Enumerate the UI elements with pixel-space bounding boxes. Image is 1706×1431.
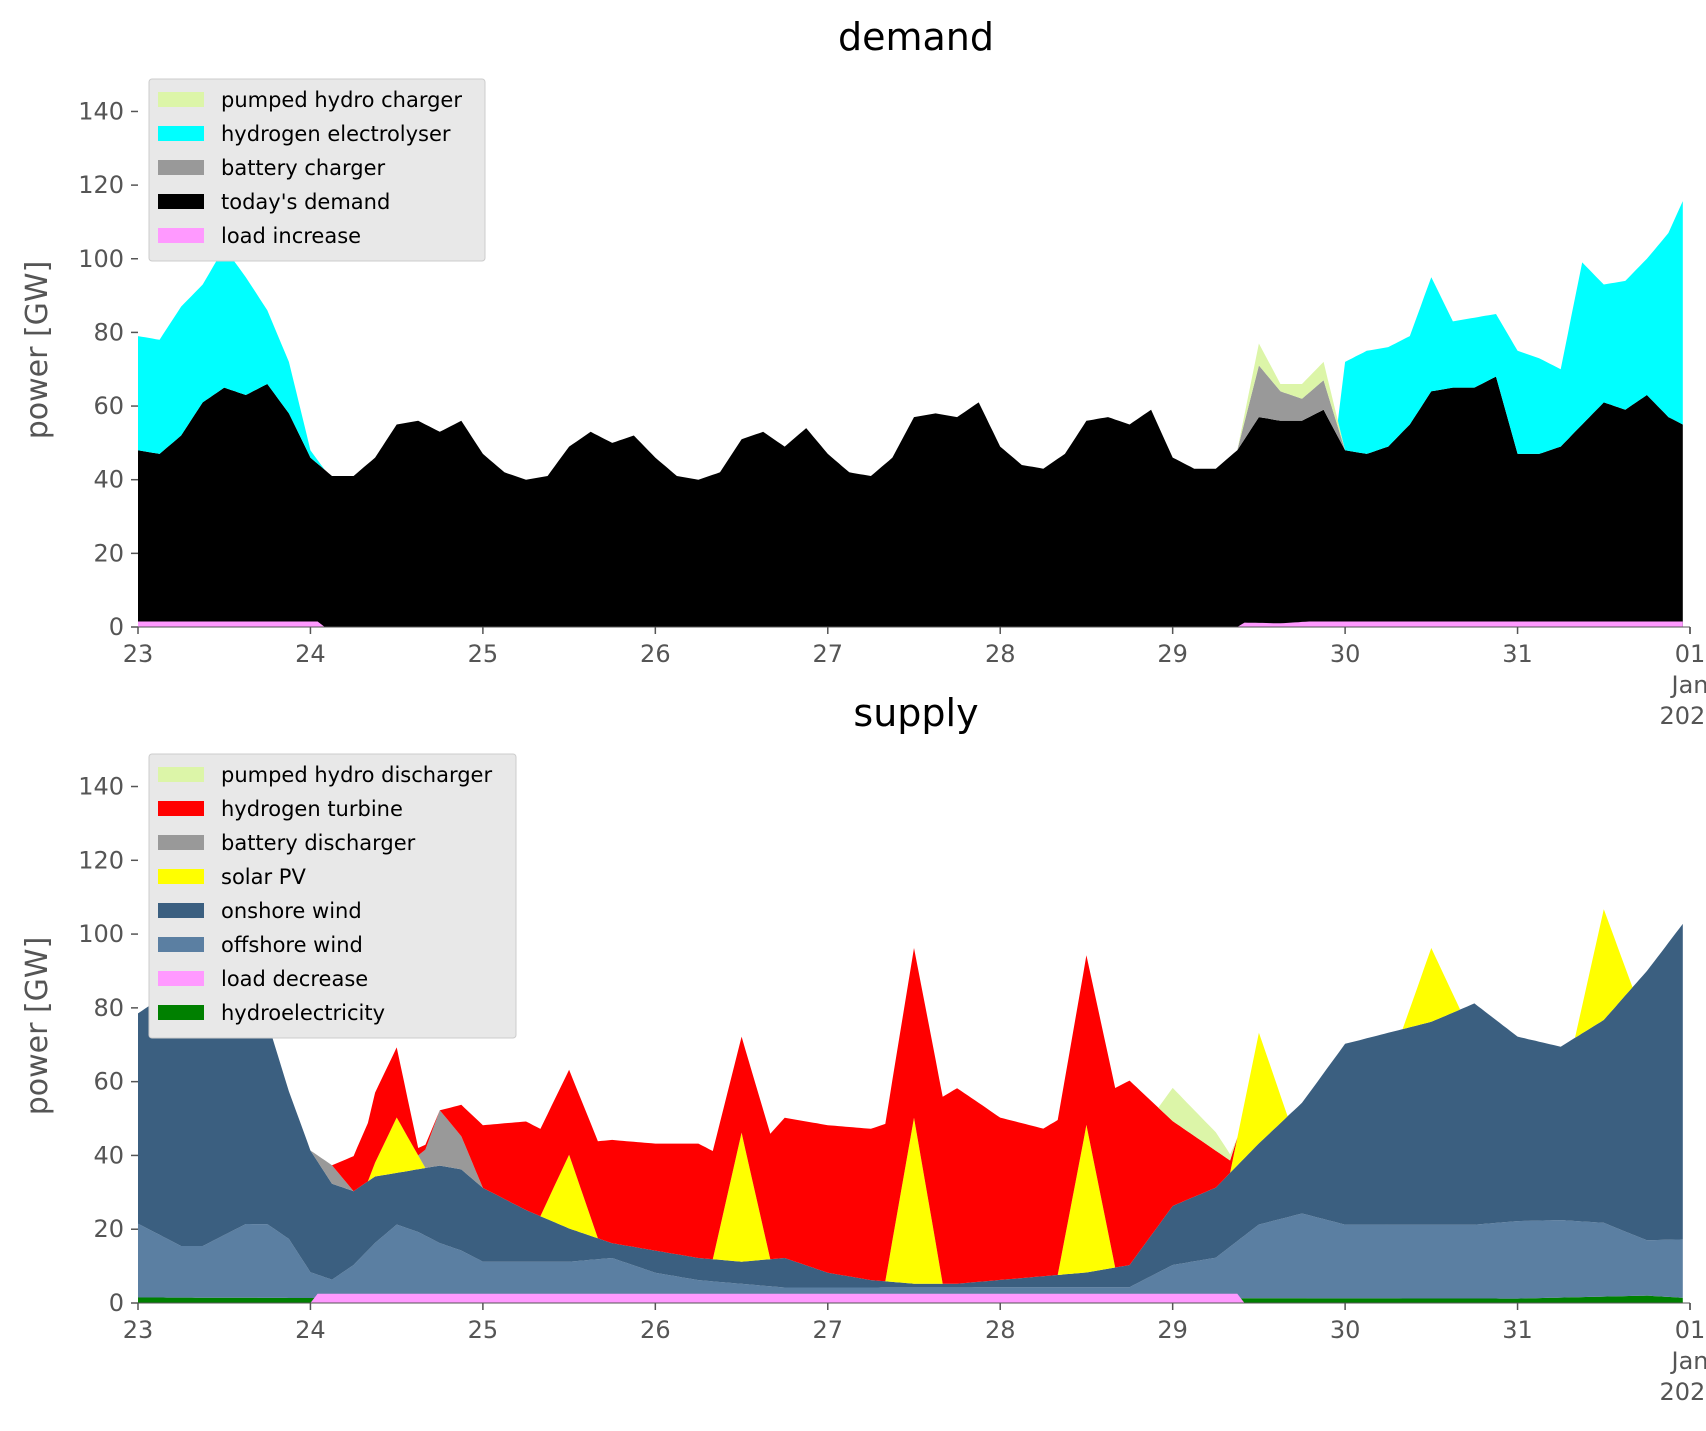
demand-legend: pumped hydro charger hydrogen electrolyse… — [148, 78, 486, 262]
legend-label-battery-charger: battery charger — [221, 156, 386, 180]
x-tick-label: 25 — [468, 640, 499, 668]
supply-y-axis-label: power [GW] — [20, 937, 55, 1116]
y-tick-label: 60 — [93, 1068, 124, 1096]
legend-label-today-s-demand: today's demand — [221, 190, 390, 214]
legend-label-hydrogen-turbine: hydrogen turbine — [221, 797, 403, 821]
area-onshore-wind — [138, 923, 1683, 1288]
demand-chart-title: demand — [838, 15, 994, 59]
legend-swatch-solar-pv — [158, 869, 204, 884]
legend-swatch-load-decrease — [158, 971, 204, 986]
x-tick-label: 2025 — [1659, 702, 1706, 730]
demand-stacked-areas — [138, 201, 1683, 627]
supply-axes: 0 20 40 60 80 100 120 140 23 24 25 26 27 28 29 30 31 01 Ja… — [78, 773, 1706, 1406]
x-tick-label: Jan — [1670, 671, 1706, 699]
area-load-increase — [138, 621, 1683, 627]
y-tick-label: 140 — [78, 773, 124, 801]
demand-panel: demand power [GW] 0 20 40 60 80 100 120 140 23 24… — [20, 15, 1706, 730]
legend-swatch-hydrogen-electrolyser — [158, 126, 204, 141]
area-hydrogen-turbine — [138, 909, 1683, 1284]
y-tick-label: 40 — [93, 466, 124, 494]
legend-label-hydroelectricity: hydroelectricity — [221, 1001, 385, 1025]
y-tick-label: 120 — [78, 846, 124, 874]
legend-swatch-pumped-hydro-charger — [158, 92, 204, 107]
x-tick-label: 01 — [1675, 640, 1706, 668]
area-load-decrease — [138, 1293, 1683, 1303]
legend-box — [148, 753, 517, 1039]
x-tick-label: 24 — [295, 1316, 326, 1344]
legend-label-onshore-wind: onshore wind — [221, 899, 362, 923]
y-tick-label: 0 — [109, 1289, 124, 1317]
y-tick-label: 80 — [93, 318, 124, 346]
x-tick-label: 26 — [640, 1316, 671, 1344]
x-tick-label: 24 — [295, 640, 326, 668]
area-solar-pv — [138, 909, 1683, 1284]
legend-label-solar-pv: solar PV — [221, 865, 306, 889]
legend-swatch-battery-discharger — [158, 835, 204, 850]
supply-chart-title: supply — [853, 691, 978, 735]
area-offshore-wind — [138, 1213, 1683, 1299]
x-tick-label: 01 — [1675, 1316, 1706, 1344]
x-tick-label: 25 — [468, 1316, 499, 1344]
legend-swatch-today-s-demand — [158, 194, 204, 209]
legend-swatch-hydrogen-turbine — [158, 801, 204, 816]
x-tick-label: 28 — [985, 1316, 1016, 1344]
y-tick-label: 100 — [78, 920, 124, 948]
legend-swatch-battery-charger — [158, 160, 204, 175]
x-tick-label: 26 — [640, 640, 671, 668]
legend-swatch-offshore-wind — [158, 937, 204, 952]
y-tick-label: 100 — [78, 245, 124, 273]
x-tick-label: 28 — [985, 640, 1016, 668]
x-tick-label: 30 — [1330, 1316, 1361, 1344]
x-tick-label: 29 — [1157, 640, 1188, 668]
legend-swatch-hydroelectricity — [158, 1005, 204, 1020]
x-tick-label: 31 — [1502, 1316, 1533, 1344]
y-tick-label: 140 — [78, 97, 124, 125]
x-tick-label: 29 — [1157, 1316, 1188, 1344]
legend-label-offshore-wind: offshore wind — [221, 933, 363, 957]
supply-panel: supply power [GW] 0 20 40 60 80 100 120 140 23 24… — [20, 691, 1706, 1406]
y-tick-label: 0 — [109, 613, 124, 641]
legend-label-load-decrease: load decrease — [221, 967, 368, 991]
x-tick-label: 23 — [123, 640, 154, 668]
y-tick-label: 20 — [93, 1215, 124, 1243]
x-tick-label: 31 — [1502, 640, 1533, 668]
x-tick-label: 2025 — [1659, 1378, 1706, 1406]
legend-swatch-load-increase — [158, 228, 204, 243]
x-tick-label: Jan — [1670, 1347, 1706, 1375]
demand-axes: 0 20 40 60 80 100 120 140 23 24 25 26 27 28 29 30 31 01 Ja… — [78, 97, 1706, 730]
y-tick-label: 60 — [93, 392, 124, 420]
area-hydrogen-electrolyser — [138, 201, 1683, 480]
demand-y-axis-label: power [GW] — [20, 261, 55, 440]
y-tick-label: 120 — [78, 171, 124, 199]
x-tick-label: 30 — [1330, 640, 1361, 668]
y-tick-label: 20 — [93, 539, 124, 567]
y-tick-label: 40 — [93, 1141, 124, 1169]
legend-box — [148, 78, 486, 262]
legend-label-load-increase: load increase — [221, 224, 361, 248]
legend-swatch-pumped-hydro-discharger — [158, 767, 204, 782]
legend-label-pumped-hydro-charger: pumped hydro charger — [221, 88, 462, 112]
x-tick-label: 27 — [813, 1316, 844, 1344]
area-today-s-demand — [138, 376, 1683, 627]
legend-swatch-onshore-wind — [158, 903, 204, 918]
y-tick-label: 80 — [93, 994, 124, 1022]
legend-label-hydrogen-electrolyser: hydrogen electrolyser — [221, 122, 451, 146]
supply-legend: pumped hydro discharger hydrogen turbine b… — [148, 753, 517, 1039]
legend-label-battery-discharger: battery discharger — [221, 831, 416, 855]
x-tick-label: 27 — [813, 640, 844, 668]
x-tick-label: 23 — [123, 1316, 154, 1344]
legend-label-pumped-hydro-discharger: pumped hydro discharger — [221, 763, 492, 787]
supply-stacked-areas — [138, 909, 1683, 1303]
